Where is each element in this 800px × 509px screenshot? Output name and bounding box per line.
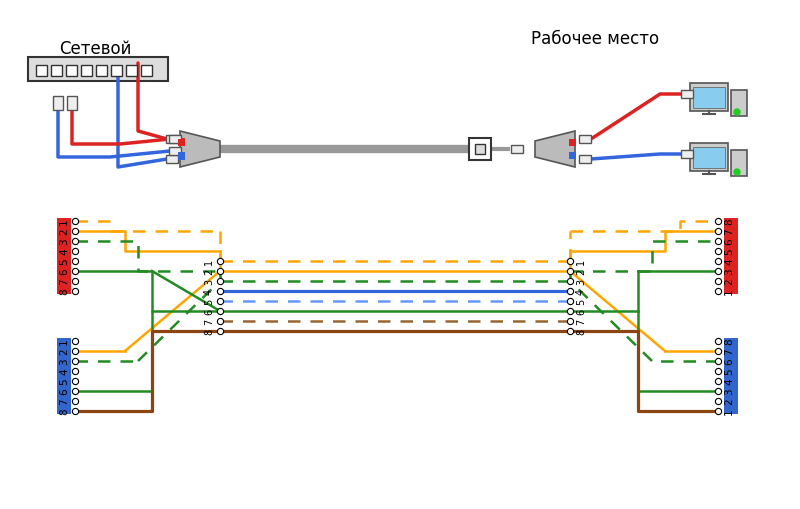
Bar — [731, 151, 747, 177]
Text: 6: 6 — [59, 388, 69, 394]
Bar — [169, 148, 181, 156]
Bar — [579, 136, 591, 144]
Bar — [66, 66, 77, 77]
Bar — [81, 66, 92, 77]
Bar — [475, 145, 485, 155]
Text: 4: 4 — [724, 258, 734, 265]
Text: 3: 3 — [724, 388, 734, 394]
Bar — [569, 153, 576, 160]
Text: 3: 3 — [576, 278, 586, 285]
Bar — [67, 97, 77, 111]
Bar — [724, 338, 738, 414]
Bar — [111, 66, 122, 77]
Bar — [511, 146, 523, 154]
Bar — [141, 66, 152, 77]
Text: 1: 1 — [724, 288, 734, 295]
Text: 7: 7 — [724, 228, 734, 235]
Bar — [690, 144, 728, 172]
Text: 7: 7 — [724, 348, 734, 355]
Text: 6: 6 — [724, 358, 734, 364]
Text: 5: 5 — [724, 248, 734, 255]
Text: 2: 2 — [59, 228, 69, 235]
Bar — [57, 338, 71, 414]
Bar — [693, 148, 725, 168]
Polygon shape — [535, 132, 575, 167]
Bar — [178, 154, 185, 161]
Bar — [28, 58, 168, 82]
Text: 8: 8 — [59, 288, 69, 295]
Text: 4: 4 — [59, 248, 69, 255]
Text: 8: 8 — [59, 408, 69, 414]
Text: 4: 4 — [204, 289, 214, 295]
Bar — [569, 140, 576, 147]
Circle shape — [734, 169, 740, 176]
Text: 2: 2 — [59, 348, 69, 355]
Text: 8: 8 — [204, 328, 214, 334]
Text: 1: 1 — [724, 408, 734, 414]
Text: 1: 1 — [59, 218, 69, 225]
Text: 7: 7 — [59, 278, 69, 285]
Text: Рабочее место: Рабочее место — [531, 30, 659, 48]
Bar — [166, 156, 178, 164]
Text: 6: 6 — [59, 268, 69, 275]
Text: 3: 3 — [59, 358, 69, 364]
Text: 4: 4 — [724, 378, 734, 385]
Text: 8: 8 — [724, 338, 734, 345]
Bar — [166, 136, 178, 144]
Bar — [57, 218, 71, 294]
Text: 5: 5 — [59, 378, 69, 385]
Text: 7: 7 — [204, 318, 214, 325]
Text: 4: 4 — [59, 368, 69, 375]
Bar — [681, 151, 693, 159]
Bar — [731, 91, 747, 117]
Bar — [53, 97, 63, 111]
Text: 1: 1 — [576, 259, 586, 265]
Text: 3: 3 — [724, 268, 734, 275]
Text: 2: 2 — [204, 268, 214, 274]
Circle shape — [734, 110, 740, 116]
Text: Сетевой
коммутатор: Сетевой коммутатор — [42, 40, 148, 80]
Bar — [178, 153, 185, 160]
Text: 6: 6 — [576, 308, 586, 315]
Text: 6: 6 — [724, 238, 734, 245]
Text: 7: 7 — [59, 398, 69, 405]
Text: 3: 3 — [59, 238, 69, 245]
Text: 2: 2 — [724, 398, 734, 405]
Bar — [579, 156, 591, 164]
Bar — [693, 88, 725, 109]
Bar — [36, 66, 47, 77]
Bar — [169, 136, 181, 144]
Text: 5: 5 — [59, 258, 69, 265]
Text: 4: 4 — [576, 289, 586, 295]
Text: 1: 1 — [59, 338, 69, 345]
Text: 5: 5 — [724, 368, 734, 375]
Text: 8: 8 — [724, 218, 734, 225]
Bar — [469, 139, 491, 161]
Text: 1: 1 — [204, 259, 214, 265]
Polygon shape — [180, 132, 220, 167]
Text: 6: 6 — [204, 308, 214, 315]
Bar — [690, 84, 728, 112]
Bar — [96, 66, 107, 77]
Text: 2: 2 — [724, 278, 734, 285]
Text: 5: 5 — [204, 298, 214, 304]
Bar — [51, 66, 62, 77]
Text: 2: 2 — [576, 268, 586, 274]
Text: 7: 7 — [576, 318, 586, 325]
Bar — [178, 139, 185, 146]
Bar — [178, 140, 185, 147]
Text: 5: 5 — [576, 298, 586, 304]
Text: 3: 3 — [204, 278, 214, 285]
Text: 8: 8 — [576, 328, 586, 334]
Bar — [724, 218, 738, 294]
Bar — [126, 66, 137, 77]
Bar — [681, 91, 693, 99]
